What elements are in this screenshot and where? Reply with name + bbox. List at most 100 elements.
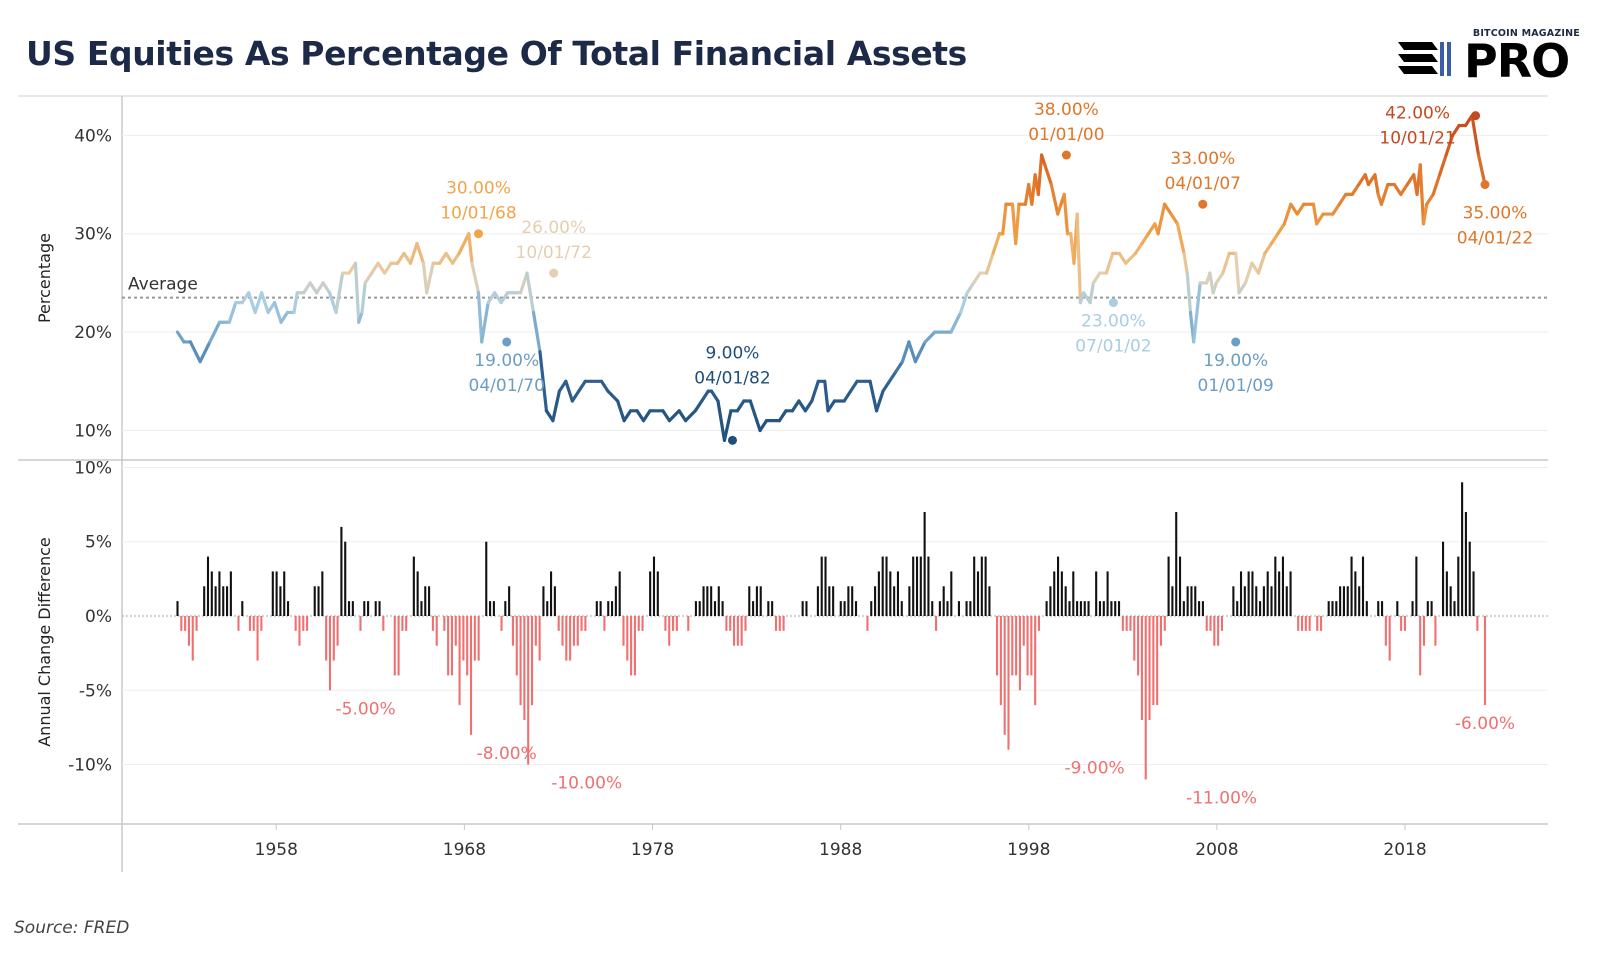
average-reference: Average <box>122 275 1548 299</box>
bar <box>428 586 431 616</box>
bar <box>222 586 225 616</box>
bar <box>1186 586 1189 616</box>
line-segment <box>790 399 801 413</box>
bar <box>832 586 835 616</box>
line-segment <box>188 340 202 364</box>
bar <box>527 616 530 765</box>
bar <box>854 601 858 616</box>
line-segment <box>531 310 542 354</box>
line-segment <box>1379 182 1390 206</box>
bar <box>286 601 290 616</box>
bar <box>317 586 320 616</box>
bar <box>500 616 503 631</box>
annotation-point <box>549 268 559 278</box>
x-tick-label: 1968 <box>443 840 486 860</box>
bar <box>877 571 880 616</box>
line-segment <box>1088 281 1095 305</box>
bar <box>1472 571 1475 616</box>
bar <box>530 616 534 706</box>
bar <box>1281 556 1284 616</box>
line-segment <box>1039 153 1047 167</box>
bar <box>374 601 377 616</box>
bar <box>984 556 987 616</box>
annotation-date: 04/01/70 <box>469 376 545 396</box>
bar <box>717 586 720 616</box>
bar <box>187 616 190 646</box>
line-segment <box>1001 202 1008 236</box>
bar <box>447 616 450 676</box>
annotation-date: 10/01/21 <box>1379 129 1455 149</box>
bar <box>1182 601 1185 616</box>
bar <box>626 616 629 661</box>
bar <box>1106 571 1109 616</box>
bottom-y-tick-label: -5% <box>79 681 112 701</box>
line-segment <box>1399 182 1409 196</box>
top-y-tick-label: 30% <box>74 225 112 245</box>
bar <box>458 616 461 706</box>
bar <box>271 571 274 616</box>
bar <box>1339 586 1342 616</box>
bar <box>1167 556 1170 616</box>
bar <box>1133 616 1136 661</box>
bar <box>1358 586 1361 616</box>
bar <box>976 571 980 616</box>
bar <box>912 556 915 616</box>
line-segment <box>208 320 222 344</box>
logo-stripes-icon <box>1398 42 1451 76</box>
bar <box>1361 556 1365 616</box>
bar <box>424 586 427 616</box>
bar <box>313 586 316 616</box>
bar <box>1259 601 1262 616</box>
bar <box>1239 571 1243 616</box>
annotation-point <box>727 435 737 445</box>
line-segment <box>797 399 807 413</box>
bar <box>1274 556 1277 616</box>
bar <box>306 616 309 631</box>
line-segment <box>486 291 497 305</box>
bar <box>378 601 381 616</box>
bar <box>866 616 869 631</box>
line-segment <box>467 232 474 265</box>
bar <box>816 586 819 616</box>
bar <box>1247 571 1250 616</box>
bar-annotation-label: -10.00% <box>551 774 622 794</box>
bar <box>870 601 873 616</box>
line-segment <box>823 379 830 413</box>
line-segment <box>302 281 312 295</box>
bar <box>450 616 454 676</box>
x-tick-label: 1978 <box>631 840 674 860</box>
bar-annotations: -5.00% -8.00% -10.00% -9.00% -11.00% -6.00% <box>336 699 1515 808</box>
bar <box>1053 571 1056 616</box>
bar <box>729 616 732 631</box>
bar <box>1026 616 1029 676</box>
bar <box>1079 601 1082 616</box>
line-segment <box>709 389 720 403</box>
bar <box>633 616 636 676</box>
bar <box>656 571 659 616</box>
bar <box>637 616 640 631</box>
bar <box>420 601 423 616</box>
bar <box>1449 586 1452 616</box>
line-segment <box>1276 222 1286 236</box>
bar <box>336 616 339 646</box>
annotation-value: 35.00% <box>1463 204 1528 224</box>
bar <box>1049 586 1052 616</box>
bar <box>767 601 770 616</box>
line-segment <box>450 251 461 265</box>
bar-series <box>176 482 1487 780</box>
bar <box>1034 616 1037 706</box>
bar <box>1483 616 1487 706</box>
line-segment <box>1075 212 1083 305</box>
bar <box>851 586 854 616</box>
line-segment <box>1295 202 1306 216</box>
bar <box>999 616 1002 706</box>
bar <box>1201 601 1204 616</box>
bar <box>546 601 549 616</box>
line-segment <box>1214 271 1225 285</box>
bar <box>351 601 354 616</box>
bar <box>206 556 210 616</box>
line-segment <box>826 399 837 413</box>
line-segment <box>1211 281 1218 295</box>
line-segment <box>260 291 270 315</box>
bar <box>1037 616 1041 631</box>
